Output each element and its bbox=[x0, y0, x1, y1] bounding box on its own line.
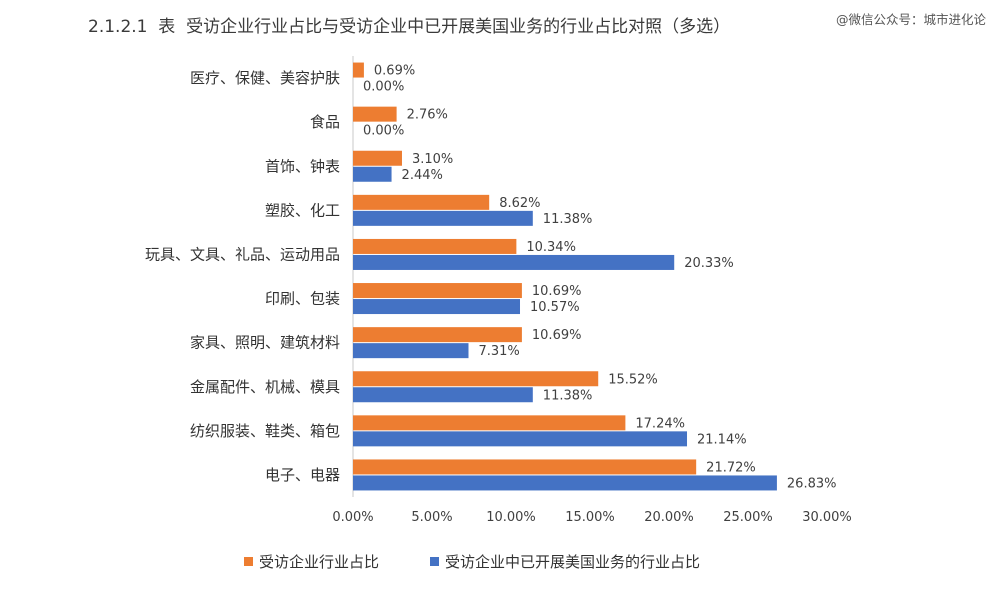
data-label-series-1: 3.10% bbox=[412, 152, 453, 167]
data-label-series-1: 8.62% bbox=[499, 196, 540, 211]
x-tick-label: 20.00% bbox=[644, 510, 694, 525]
data-label-series-2: 21.14% bbox=[697, 432, 747, 447]
legend-label-series-2: 受访企业中已开展美国业务的行业占比 bbox=[445, 552, 701, 571]
bar-series-1 bbox=[353, 106, 397, 122]
x-tick-label: 25.00% bbox=[723, 510, 773, 525]
bar-series-2 bbox=[353, 254, 675, 270]
data-label-series-2: 20.33% bbox=[684, 256, 734, 271]
data-label-series-2: 11.38% bbox=[543, 388, 593, 403]
category-label: 首饰、钟表 bbox=[265, 157, 340, 175]
data-label-series-1: 0.69% bbox=[374, 64, 415, 79]
bar-series-1 bbox=[353, 283, 522, 299]
data-label-series-2: 0.00% bbox=[363, 124, 404, 139]
category-label: 塑胶、化工 bbox=[265, 201, 340, 219]
bar-series-2 bbox=[353, 387, 533, 403]
bar-series-1 bbox=[353, 371, 599, 387]
legend-item-series-2: 受访企业中已开展美国业务的行业占比 bbox=[430, 550, 700, 572]
legend-swatch-series-1 bbox=[244, 556, 253, 566]
legend-label-series-1: 受访企业行业占比 bbox=[259, 552, 380, 571]
data-label-series-1: 15.52% bbox=[608, 372, 658, 387]
bar-series-1 bbox=[353, 62, 364, 78]
bar-series-1 bbox=[353, 238, 517, 254]
data-label-series-2: 10.57% bbox=[530, 300, 580, 315]
data-label-series-1: 21.72% bbox=[706, 460, 756, 475]
category-label: 玩具、文具、礼品、运动用品 bbox=[145, 245, 340, 263]
data-label-series-1: 10.69% bbox=[532, 284, 582, 299]
bar-series-2 bbox=[353, 210, 533, 226]
data-label-series-1: 2.76% bbox=[407, 108, 448, 123]
data-label-series-2: 0.00% bbox=[363, 80, 404, 95]
x-tick-label: 0.00% bbox=[332, 510, 373, 525]
x-tick-label: 30.00% bbox=[802, 510, 852, 525]
bar-series-2 bbox=[353, 166, 392, 182]
x-tick-label: 15.00% bbox=[565, 510, 615, 525]
category-label: 医疗、保健、美容护肤 bbox=[190, 69, 340, 87]
bar-series-1 bbox=[353, 459, 697, 475]
bar-series-2 bbox=[353, 343, 469, 359]
legend-swatch-series-2 bbox=[430, 556, 439, 566]
data-label-series-2: 26.83% bbox=[787, 476, 837, 491]
data-label-series-2: 11.38% bbox=[543, 212, 593, 227]
bar-series-1 bbox=[353, 327, 522, 343]
data-label-series-1: 10.69% bbox=[532, 328, 582, 343]
data-label-series-2: 7.31% bbox=[478, 344, 519, 359]
bar-series-2 bbox=[353, 299, 521, 315]
category-label: 食品 bbox=[310, 113, 340, 131]
bar-series-1 bbox=[353, 415, 626, 431]
x-tick-label: 5.00% bbox=[411, 510, 452, 525]
bar-series-1 bbox=[353, 150, 402, 166]
chart-title: 2.1.2.1 表 受访企业行业占比与受访企业中已开展美国业务的行业占比对照（多… bbox=[88, 17, 731, 37]
category-label: 纺织服装、鞋类、箱包 bbox=[190, 422, 340, 440]
category-label: 印刷、包装 bbox=[265, 290, 340, 308]
category-label: 金属配件、机械、模具 bbox=[190, 378, 340, 396]
watermark: @微信公众号：城市进化论 bbox=[835, 12, 986, 27]
category-label: 家具、照明、建筑材料 bbox=[190, 334, 340, 352]
bar-series-2 bbox=[353, 431, 688, 447]
category-label: 电子、电器 bbox=[265, 466, 340, 484]
x-tick-label: 10.00% bbox=[486, 510, 536, 525]
bar-series-2 bbox=[353, 475, 777, 491]
legend-item-series-1: 受访企业行业占比 bbox=[244, 550, 379, 572]
data-label-series-1: 17.24% bbox=[635, 416, 685, 431]
data-label-series-1: 10.34% bbox=[526, 240, 576, 255]
data-label-series-2: 2.44% bbox=[402, 168, 443, 183]
bar-series-1 bbox=[353, 194, 490, 210]
